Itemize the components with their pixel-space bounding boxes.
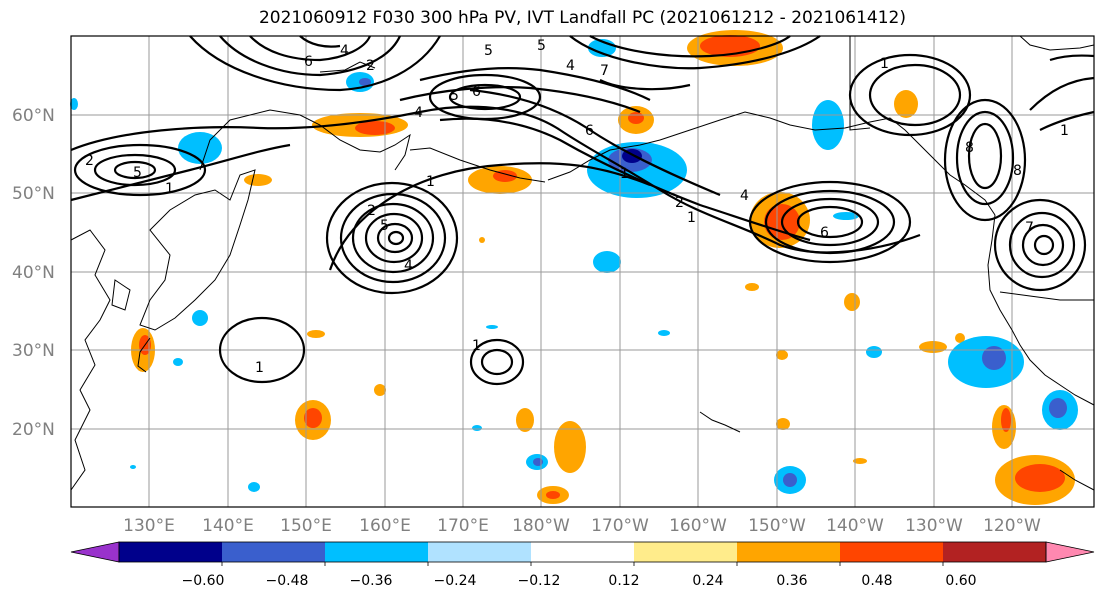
svg-text:4: 4 <box>414 105 423 121</box>
negative-shading <box>70 39 1078 494</box>
colorbar-tick-label: −0.36 <box>350 573 393 589</box>
colorbar-extend-max <box>1045 541 1095 563</box>
svg-text:5: 5 <box>484 43 493 59</box>
svg-text:6: 6 <box>472 84 481 100</box>
svg-text:6: 6 <box>304 54 313 70</box>
svg-text:5: 5 <box>450 88 459 104</box>
colorbar-tick-label: −0.60 <box>182 573 225 589</box>
svg-text:4: 4 <box>404 258 413 274</box>
lat-label-30n: 30°N <box>12 341 55 361</box>
svg-text:1: 1 <box>620 166 629 182</box>
pv-contours <box>70 35 1095 386</box>
colorbar-cell <box>531 542 635 562</box>
svg-text:5: 5 <box>380 218 389 234</box>
lat-label-50n: 50°N <box>12 184 55 204</box>
colorbar-tick-label: −0.48 <box>266 573 309 589</box>
lon-label-160w: 160°W <box>669 516 727 536</box>
svg-text:4: 4 <box>566 58 575 74</box>
svg-text:2: 2 <box>366 58 375 74</box>
colorbar-cell <box>428 542 532 562</box>
colorbar-cell <box>325 542 429 562</box>
svg-text:1: 1 <box>1060 123 1069 139</box>
colorbar-tick-label: 0.48 <box>861 573 892 589</box>
lon-label-150w: 150°W <box>748 516 806 536</box>
svg-text:1: 1 <box>472 338 481 354</box>
contour-labels: 4 6 5 2 4 5 7 4 5 6 1 1 6 8 1 2 5 1 5 4 … <box>85 38 1069 376</box>
map-title: 2021060912 F030 300 hPa PV, IVT Landfall… <box>258 8 906 28</box>
colorbar-outline <box>118 541 1047 563</box>
coastlines <box>70 35 1095 491</box>
colorbar-tick-label: 0.36 <box>776 573 807 589</box>
lon-label-140w: 140°W <box>826 516 884 536</box>
svg-text:2: 2 <box>85 153 94 169</box>
lon-label-120w: 120°W <box>983 516 1041 536</box>
colorbar-tick-label: 0.24 <box>692 573 723 589</box>
lon-label-130e: 130°E <box>123 516 175 536</box>
lat-label-60n: 60°N <box>12 106 55 126</box>
colorbar-tick-label: 0.60 <box>945 573 976 589</box>
svg-text:1: 1 <box>165 181 174 197</box>
svg-text:2: 2 <box>675 195 684 211</box>
svg-text:8: 8 <box>1013 163 1022 179</box>
svg-text:1: 1 <box>880 56 889 72</box>
lon-label-130w: 130°W <box>905 516 963 536</box>
latitude-labels: 60°N 50°N 40°N 30°N 20°N <box>12 106 55 440</box>
colorbar-tick-label: 0.12 <box>608 573 639 589</box>
colorbar-cell <box>119 542 223 562</box>
svg-text:8: 8 <box>965 140 974 156</box>
colorbar-cell <box>943 542 1047 562</box>
svg-text:1: 1 <box>687 210 696 226</box>
lat-label-20n: 20°N <box>12 420 55 440</box>
svg-text:1: 1 <box>426 174 435 190</box>
svg-text:5: 5 <box>537 38 546 54</box>
svg-text:2: 2 <box>367 203 376 219</box>
lon-label-160e: 160°E <box>359 516 411 536</box>
lon-label-180w: 180°W <box>512 516 570 536</box>
svg-text:6: 6 <box>820 225 829 241</box>
lon-label-170e: 170°E <box>437 516 489 536</box>
colorbar: −0.60 −0.48 −0.36 −0.24 −0.12 0.12 0.24 … <box>70 541 1095 589</box>
svg-text:7: 7 <box>600 63 609 79</box>
svg-text:6: 6 <box>585 123 594 139</box>
colorbar-cell <box>222 542 326 562</box>
lon-label-150e: 150°E <box>280 516 332 536</box>
lat-label-40n: 40°N <box>12 263 55 283</box>
svg-text:1: 1 <box>255 360 264 376</box>
longitude-labels: 130°E 140°E 150°E 160°E 170°E 180°W 170°… <box>123 516 1041 536</box>
colorbar-cell <box>840 542 944 562</box>
svg-text:4: 4 <box>740 188 749 204</box>
colorbar-cell <box>737 542 841 562</box>
svg-text:4: 4 <box>340 43 349 59</box>
svg-text:5: 5 <box>133 165 142 181</box>
lon-label-170w: 170°W <box>591 516 649 536</box>
map-frame <box>70 35 1095 508</box>
lon-label-140e: 140°E <box>202 516 254 536</box>
colorbar-tick-label: −0.24 <box>434 573 477 589</box>
colorbar-tick-label: −0.12 <box>518 573 561 589</box>
colorbar-cell <box>634 542 738 562</box>
colorbar-extend-min <box>70 541 120 563</box>
svg-text:7: 7 <box>1025 220 1034 236</box>
